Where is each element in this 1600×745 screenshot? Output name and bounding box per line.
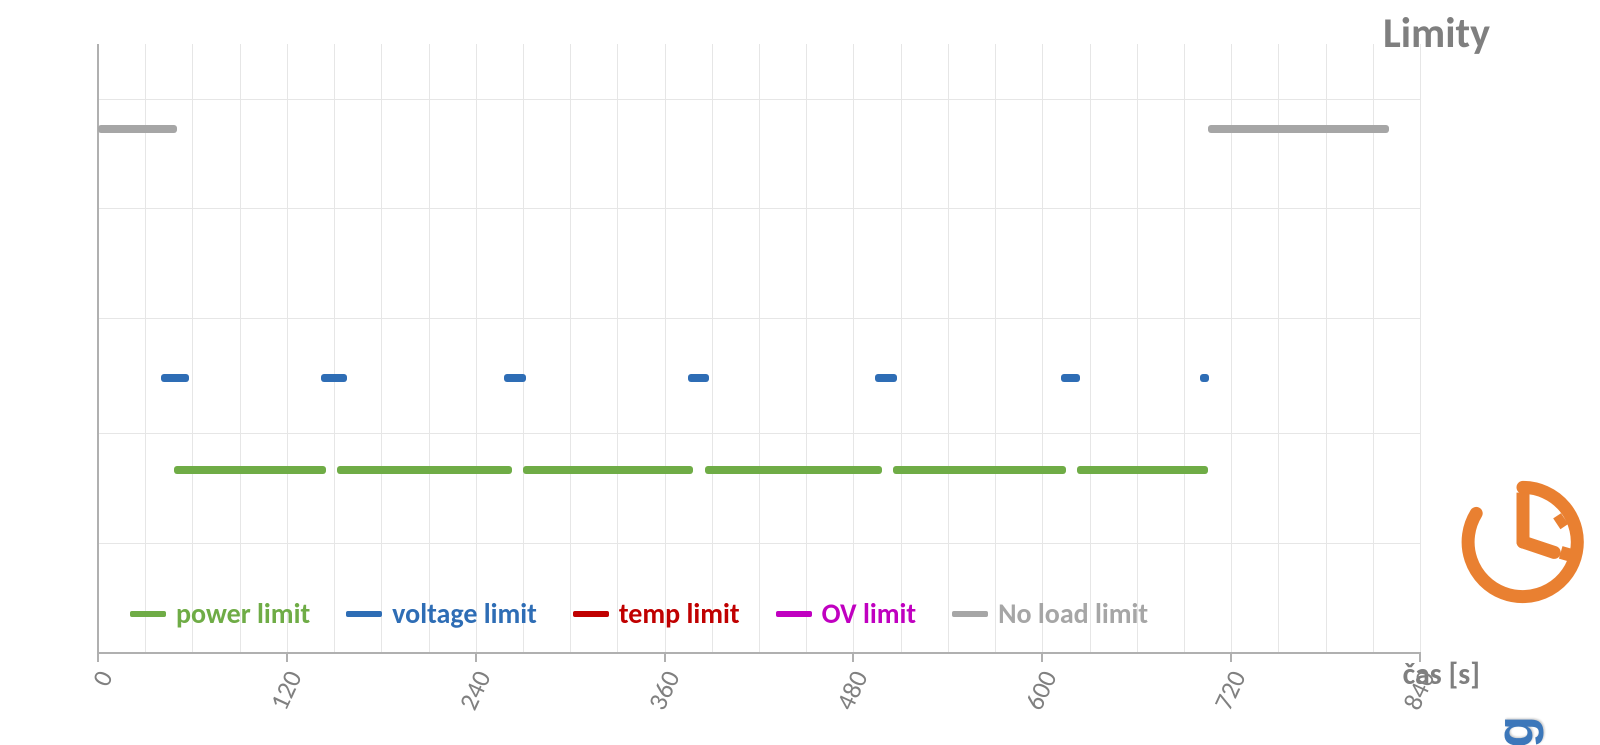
vgridline <box>901 44 902 652</box>
watermark-logo: pctuning <box>1432 377 1582 717</box>
vgridline <box>523 44 524 652</box>
legend: power limit voltage limit temp limit OV lim… <box>130 596 1148 631</box>
series-segment-voltage <box>1200 374 1209 382</box>
series-segment-noload <box>1208 125 1389 133</box>
vgridline <box>995 44 996 652</box>
legend-dash-noload <box>952 611 988 617</box>
series-segment-power <box>705 466 881 474</box>
vgridline <box>853 44 854 652</box>
x-tick-label: 120 <box>263 665 309 714</box>
legend-item-power: power limit <box>130 596 310 631</box>
legend-item-temp: temp limit <box>573 596 740 631</box>
x-tick <box>664 652 666 662</box>
vgridline <box>1042 44 1043 652</box>
y-axis-line <box>97 44 99 652</box>
vgridline <box>665 44 666 652</box>
plot-area <box>98 44 1420 652</box>
series-segment-voltage <box>688 374 708 382</box>
legend-dash-temp <box>573 611 609 617</box>
x-tick-label: 0 <box>85 665 120 690</box>
vgridline <box>1231 44 1232 652</box>
vgridline <box>759 44 760 652</box>
x-tick-label: 360 <box>640 665 686 714</box>
vgridline <box>570 44 571 652</box>
series-segment-power <box>337 466 512 474</box>
series-segment-power <box>893 466 1066 474</box>
vgridline <box>429 44 430 652</box>
vgridline <box>948 44 949 652</box>
vgridline <box>1326 44 1327 652</box>
vgridline <box>1090 44 1091 652</box>
x-tick-label: 600 <box>1018 665 1064 714</box>
vgridline <box>1420 44 1421 652</box>
vgridline <box>287 44 288 652</box>
x-tick <box>475 652 477 662</box>
vgridline <box>381 44 382 652</box>
x-tick-label: 720 <box>1207 665 1253 714</box>
vgridline <box>617 44 618 652</box>
x-tick-label: 240 <box>452 665 498 714</box>
vgridline <box>1184 44 1185 652</box>
legend-label-temp: temp limit <box>619 596 740 631</box>
legend-item-noload: No load limit <box>952 596 1148 631</box>
clock-icon <box>1458 477 1588 607</box>
vgridline <box>806 44 807 652</box>
legend-label-voltage: voltage limit <box>392 596 537 631</box>
vgridline <box>240 44 241 652</box>
series-segment-voltage <box>1061 374 1080 382</box>
series-segment-voltage <box>504 374 526 382</box>
vgridline <box>476 44 477 652</box>
legend-dash-voltage <box>346 611 382 617</box>
x-tick <box>1230 652 1232 662</box>
x-tick <box>286 652 288 662</box>
series-segment-power <box>174 466 327 474</box>
vgridline <box>1373 44 1374 652</box>
x-tick <box>1041 652 1043 662</box>
legend-item-ov: OV limit <box>776 596 916 631</box>
legend-item-voltage: voltage limit <box>346 596 537 631</box>
x-tick <box>852 652 854 662</box>
x-axis-line <box>98 652 1420 654</box>
legend-label-noload: No load limit <box>998 596 1148 631</box>
vgridline <box>1278 44 1279 652</box>
legend-dash-power <box>130 611 166 617</box>
series-segment-noload <box>98 125 177 133</box>
series-segment-power <box>523 466 693 474</box>
watermark-text: pctuning <box>1486 717 1546 745</box>
x-tick <box>97 652 99 662</box>
vgridline <box>145 44 146 652</box>
vgridline <box>1137 44 1138 652</box>
vgridline <box>334 44 335 652</box>
series-segment-voltage <box>161 374 189 382</box>
legend-dash-ov <box>776 611 812 617</box>
series-segment-voltage <box>875 374 897 382</box>
legend-label-ov: OV limit <box>822 596 916 631</box>
legend-label-power: power limit <box>176 596 310 631</box>
series-segment-power <box>1077 466 1208 474</box>
watermark-tuning: tuning <box>1487 717 1545 745</box>
vgridline <box>192 44 193 652</box>
x-tick-label: 480 <box>829 665 875 714</box>
chart-container: Limity power limitvoltage limittemp limi… <box>0 0 1600 745</box>
series-segment-voltage <box>321 374 346 382</box>
vgridline <box>712 44 713 652</box>
